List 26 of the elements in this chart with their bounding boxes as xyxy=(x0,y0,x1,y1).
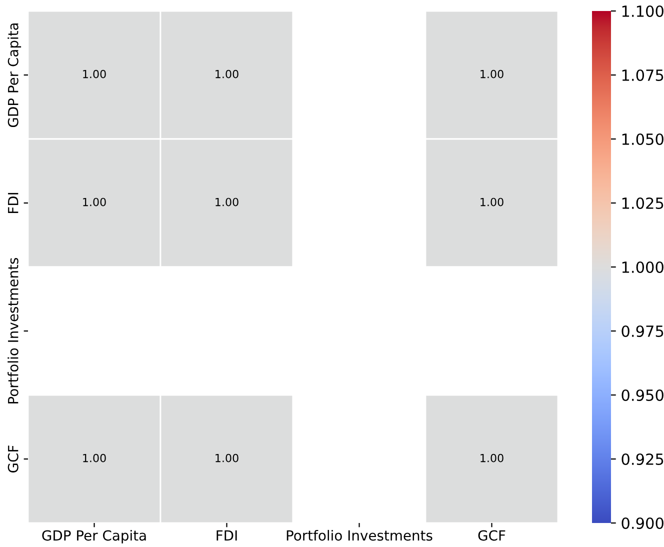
color-bar-label: 1.000 xyxy=(622,261,664,274)
data-label: 1.00 xyxy=(83,70,106,78)
color-bar-label: 1.050 xyxy=(622,133,664,146)
data-label: 1.00 xyxy=(216,454,238,462)
color-bar-label: 0.925 xyxy=(622,453,664,466)
color-bar-label: 0.975 xyxy=(622,325,664,338)
x-tick-label: GCF xyxy=(478,530,506,541)
data-label: 1.00 xyxy=(480,454,504,462)
y-tick-label: GCF xyxy=(8,446,18,472)
data-label: 1.00 xyxy=(480,198,504,206)
y-tick-label: Portfolio Investments xyxy=(8,258,18,404)
x-tick-label: FDI xyxy=(216,530,237,540)
color-bar-label: 0.950 xyxy=(622,389,664,402)
color-bar-label: 1.075 xyxy=(622,69,664,82)
x-tick-label: GDP Per Capita xyxy=(42,530,146,544)
color-bar-label: 0.900 xyxy=(622,517,664,530)
color-bar-label: 1.100 xyxy=(622,5,664,18)
data-label: 1.00 xyxy=(216,70,238,78)
y-tick-label: FDI xyxy=(8,192,18,214)
data-label: 1.00 xyxy=(83,454,106,462)
data-label: 1.00 xyxy=(480,70,504,78)
color-bar-label: 1.025 xyxy=(622,197,664,210)
y-tick-label: GDP Per Capita xyxy=(8,23,22,128)
data-label: 1.00 xyxy=(83,198,106,206)
x-tick-label: Portfolio Investments xyxy=(286,530,432,541)
data-label: 1.00 xyxy=(216,198,238,206)
